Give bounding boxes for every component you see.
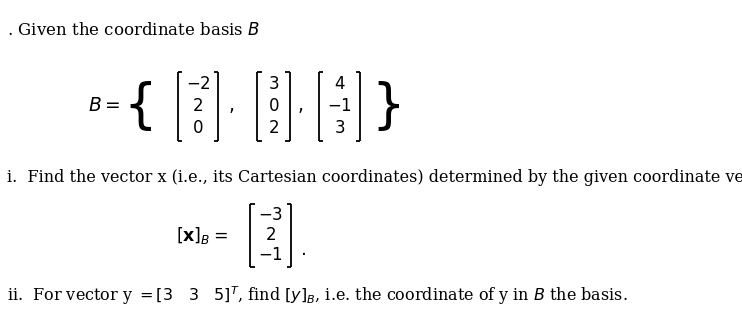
- Text: $3$: $3$: [334, 120, 345, 137]
- Text: $B = $: $B = $: [88, 97, 120, 115]
- Text: $,$: $,$: [228, 97, 234, 115]
- Text: $-2$: $-2$: [186, 76, 211, 93]
- Text: $2$: $2$: [192, 98, 203, 115]
- Text: $,$: $,$: [297, 97, 303, 115]
- Text: i.  Find the vector x (i.e., its Cartesian coordinates) determined by the given : i. Find the vector x (i.e., its Cartesia…: [7, 169, 742, 186]
- Text: $-1$: $-1$: [258, 247, 283, 264]
- Text: $0$: $0$: [268, 98, 279, 115]
- Text: $-3$: $-3$: [258, 207, 283, 224]
- Text: $2$: $2$: [265, 227, 276, 244]
- Text: $-1$: $-1$: [327, 98, 352, 115]
- Text: $[\mathbf{x}]_B = $: $[\mathbf{x}]_B = $: [176, 225, 228, 246]
- Text: . Given the coordinate basis $B$: . Given the coordinate basis $B$: [7, 22, 260, 39]
- Text: $0$: $0$: [192, 120, 204, 137]
- Text: ii.  For vector y $= [3 \quad 3 \quad 5]^T$, find $[y]_B$, i.e. the coordinate o: ii. For vector y $= [3 \quad 3 \quad 5]^…: [7, 285, 628, 307]
- Text: $2$: $2$: [268, 120, 279, 137]
- Text: $3$: $3$: [268, 76, 279, 93]
- Text: $\}$: $\}$: [371, 79, 400, 133]
- Text: $.$: $.$: [301, 241, 312, 259]
- Text: $4$: $4$: [334, 76, 346, 93]
- Text: $\{$: $\{$: [122, 79, 151, 133]
